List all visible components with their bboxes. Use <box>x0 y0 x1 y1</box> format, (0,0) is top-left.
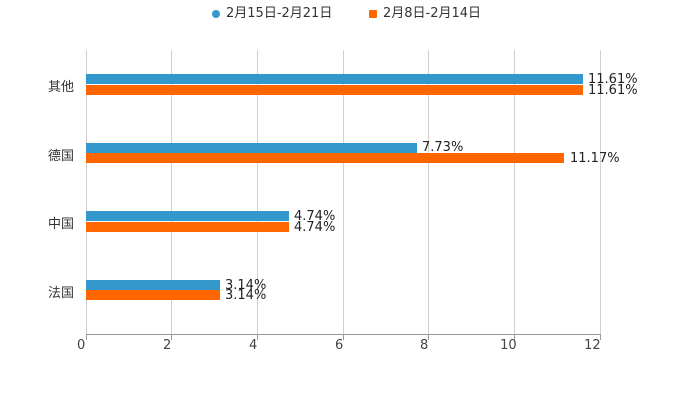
bar-series-1[interactable] <box>86 74 583 84</box>
bar-series-2[interactable] <box>86 222 289 232</box>
gridline <box>343 50 344 335</box>
category-label: 德国 <box>48 149 75 164</box>
category-label: 法国 <box>48 286 75 301</box>
data-label: 11.17% <box>570 151 620 166</box>
x-tick <box>428 334 429 340</box>
data-label: 3.14% <box>225 288 267 303</box>
x-tick <box>171 334 172 340</box>
x-tick-label: 12 <box>584 338 601 353</box>
data-label: 3.14% <box>225 278 267 293</box>
bar-series-2[interactable] <box>86 290 220 300</box>
x-tick-label: 4 <box>249 338 258 353</box>
gridline <box>257 50 258 335</box>
x-tick-label: 2 <box>163 338 172 353</box>
gridline <box>600 50 601 335</box>
x-tick <box>343 334 344 340</box>
category-label: 中国 <box>48 217 75 232</box>
x-tick-label: 0 <box>77 338 86 353</box>
data-label: 11.61% <box>588 83 638 98</box>
bar-series-1[interactable] <box>86 143 417 153</box>
data-label: 4.74% <box>294 209 336 224</box>
x-tick-label: 6 <box>335 338 344 353</box>
x-tick-label: 10 <box>500 338 517 353</box>
x-tick <box>257 334 258 340</box>
data-label: 4.74% <box>294 220 336 235</box>
bar-series-1[interactable] <box>86 211 289 221</box>
legend-label: 2月8日-2月14日 <box>383 6 482 21</box>
x-tick <box>514 334 515 340</box>
circle-marker-icon <box>212 10 220 18</box>
x-tick <box>600 334 601 340</box>
legend-label: 2月15日-2月21日 <box>226 6 333 21</box>
legend: 2月15日-2月21日 2月8日-2月14日 <box>0 5 700 23</box>
gridline <box>428 50 429 335</box>
data-label: 11.61% <box>588 72 638 87</box>
bar-series-1[interactable] <box>86 280 220 290</box>
x-tick-label: 8 <box>420 338 429 353</box>
gridline <box>514 50 515 335</box>
bar-series-2[interactable] <box>86 153 564 163</box>
x-tick <box>86 334 87 340</box>
gridline <box>171 50 172 335</box>
category-label: 其他 <box>48 80 75 95</box>
data-label: 7.73% <box>422 140 464 155</box>
bar-series-2[interactable] <box>86 85 583 95</box>
square-marker-icon <box>369 10 377 18</box>
gridline <box>86 50 87 335</box>
